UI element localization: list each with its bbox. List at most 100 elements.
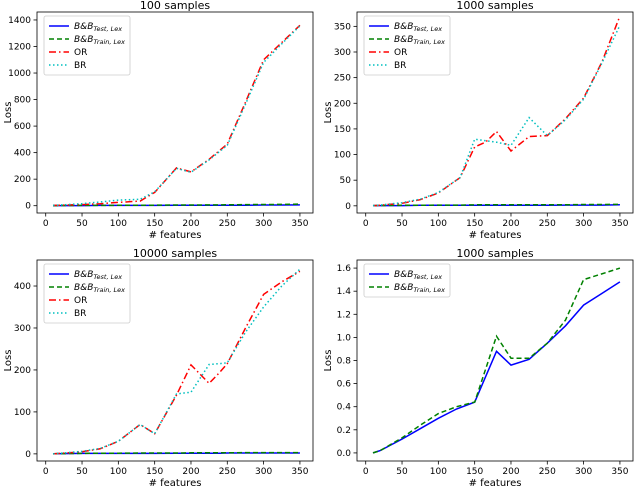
subplot-10000-samples-plot: 0 50 100 150 200 250 300 350 0 100 200 300 400 # feat… — [3, 259, 314, 489]
y-tick-label: 1000 — [8, 69, 31, 79]
x-tick-label: 100 — [110, 467, 127, 477]
x-tick-label: 350 — [611, 219, 628, 229]
x-tick-label: 100 — [430, 467, 447, 477]
x-tick-label: 50 — [76, 467, 88, 477]
subplot-100-samples: 0 50 100 150 200 250 300 350 0 200 400 600 800 1000 12… — [0, 0, 320, 248]
legend-label: B&BTest, Lex — [74, 22, 122, 33]
subplot-1000-samples-bb-only-plot: 0 50 100 150 200 250 300 350 0.0 0.2 0.4 0.6 0.8 1.0 1… — [323, 259, 634, 489]
x-axis-label: # features — [149, 230, 202, 241]
y-tick-label: 200 — [334, 99, 351, 109]
x-tick-label: 300 — [255, 467, 272, 477]
subplot-1000-samples-bb-only: 0 50 100 150 200 250 300 350 0.0 0.2 0.4 0.6 0.8 1.0 1… — [320, 248, 640, 497]
legend-label: OR — [394, 48, 407, 58]
legend-label: B&BTrain, Lex — [74, 35, 125, 46]
x-tick-label: 0 — [363, 467, 369, 477]
y-tick-label: 200 — [14, 175, 31, 185]
y-tick-label: 0 — [345, 202, 351, 212]
x-tick-label: 250 — [219, 219, 236, 229]
x-tick-label: 100 — [110, 219, 127, 229]
legend-label: OR — [74, 48, 87, 58]
subplot-title: 100 samples — [139, 0, 211, 12]
series-line-or — [52, 24, 301, 207]
y-tick-label: 100 — [334, 151, 351, 161]
y-tick-label: 1.4 — [337, 287, 352, 297]
x-tick-label: 50 — [396, 219, 408, 229]
y-axis-label: Loss — [3, 350, 14, 372]
legend-box — [363, 263, 451, 298]
legend-label: B&BTest, Lex — [74, 270, 122, 281]
legend-label: B&BTest, Lex — [394, 22, 442, 33]
x-tick-label: 300 — [575, 219, 592, 229]
y-tick-label: 0.0 — [337, 449, 352, 459]
legend-label: BR — [74, 61, 86, 71]
x-tick-label: 300 — [255, 219, 272, 229]
legend-label: OR — [74, 296, 87, 306]
legend-label: B&BTrain, Lex — [74, 283, 125, 294]
subplot-title: 10000 samples — [132, 247, 218, 260]
y-tick-label: 300 — [14, 324, 31, 334]
y-tick-label: 1.2 — [337, 310, 351, 320]
y-tick-label: 1.6 — [337, 264, 352, 274]
x-axis-label: # features — [149, 478, 202, 489]
y-tick-label: 0 — [25, 450, 31, 460]
y-tick-label: 300 — [334, 48, 351, 58]
subplot-100-samples-plot: 0 50 100 150 200 250 300 350 0 200 400 600 800 1000 12… — [3, 11, 314, 241]
series-line-or — [52, 270, 301, 455]
x-axis-label: # features — [469, 230, 522, 241]
subplot-10000-samples: 0 50 100 150 200 250 300 350 0 100 200 300 400 # feat… — [0, 248, 320, 497]
x-tick-label: 250 — [219, 467, 236, 477]
x-tick-label: 50 — [76, 219, 88, 229]
x-axis-label: # features — [469, 478, 522, 489]
series-line-b-b-train-lex — [52, 451, 300, 455]
y-tick-label: 100 — [14, 408, 31, 418]
y-tick-label: 1.0 — [337, 333, 352, 343]
subplot-title: 1000 samples — [456, 0, 534, 12]
y-axis-label: Loss — [323, 102, 334, 124]
x-tick-label: 50 — [396, 467, 408, 477]
y-tick-label: 0.8 — [337, 357, 352, 367]
y-axis-label: Loss — [3, 102, 14, 124]
subplot-1000-samples: 0 50 100 150 200 250 300 350 0 50 100 150 200 250 300 3… — [320, 0, 640, 248]
series-line-br — [372, 24, 621, 207]
legend-box — [43, 263, 131, 324]
x-tick-label: 350 — [291, 219, 308, 229]
legend-label: BR — [394, 61, 406, 71]
plot-frame — [36, 11, 314, 214]
x-tick-label: 0 — [43, 219, 49, 229]
x-tick-label: 0 — [363, 219, 369, 229]
y-tick-label: 250 — [334, 74, 351, 84]
y-tick-label: 400 — [14, 282, 31, 292]
y-tick-label: 350 — [334, 22, 351, 32]
legend-label: B&BTrain, Lex — [394, 35, 445, 46]
y-tick-label: 1400 — [8, 16, 31, 26]
x-tick-label: 350 — [611, 467, 628, 477]
plot-frame — [36, 259, 314, 462]
y-tick-label: 50 — [340, 176, 352, 186]
legend-label: BR — [74, 309, 86, 319]
y-tick-label: 150 — [334, 125, 351, 135]
x-tick-label: 150 — [146, 219, 163, 229]
y-tick-label: 0.6 — [337, 380, 352, 390]
legend-label: B&BTest, Lex — [394, 270, 442, 281]
x-tick-label: 150 — [146, 467, 163, 477]
legend-box — [363, 15, 451, 76]
x-tick-label: 250 — [539, 219, 556, 229]
y-tick-label: 400 — [14, 149, 31, 159]
series-line-b-b-train-lex — [52, 203, 300, 207]
plot-frame — [356, 11, 634, 214]
x-tick-label: 150 — [466, 467, 483, 477]
subplot-title: 1000 samples — [456, 247, 534, 260]
y-tick-label: 0.4 — [337, 403, 352, 413]
x-tick-label: 100 — [430, 219, 447, 229]
series-line-b-b-train-lex — [372, 267, 621, 454]
x-tick-label: 250 — [539, 467, 556, 477]
x-tick-label: 0 — [43, 467, 49, 477]
y-axis-label: Loss — [323, 350, 334, 372]
y-tick-label: 200 — [14, 366, 31, 376]
legend-label: B&BTrain, Lex — [394, 283, 445, 294]
x-tick-label: 300 — [575, 467, 592, 477]
x-tick-label: 200 — [182, 467, 199, 477]
subplot-1000-samples-plot: 0 50 100 150 200 250 300 350 0 50 100 150 200 250 300 3… — [323, 11, 634, 241]
x-tick-label: 200 — [502, 219, 519, 229]
